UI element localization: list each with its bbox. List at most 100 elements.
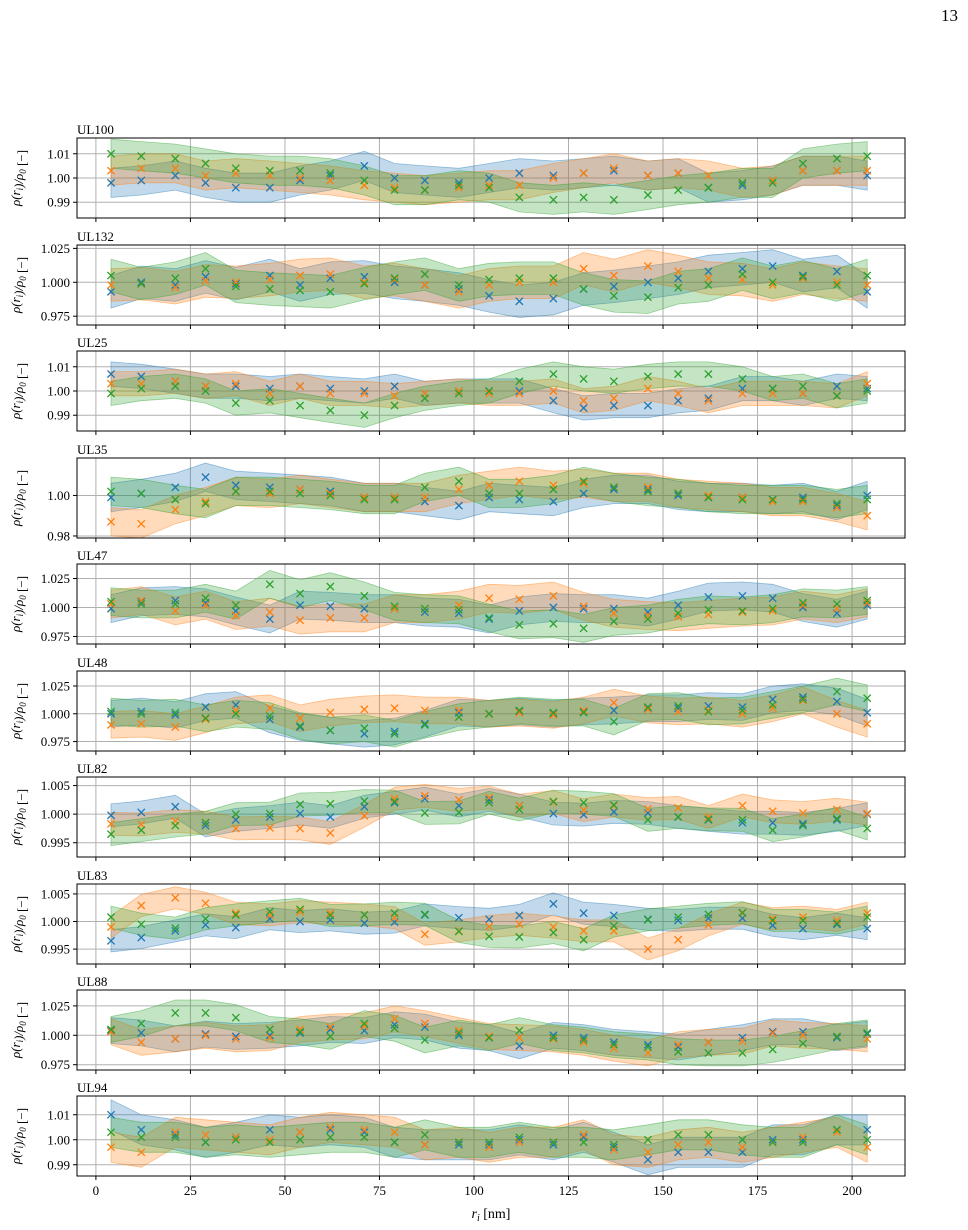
data-point	[390, 495, 399, 504]
data-point	[738, 606, 747, 616]
data-point	[106, 922, 116, 932]
data-point	[515, 932, 524, 942]
data-point	[768, 704, 777, 713]
data-point	[231, 399, 240, 408]
data-point	[231, 282, 240, 291]
band-series-1	[110, 1099, 868, 1176]
data-point	[549, 709, 558, 718]
data-point	[360, 811, 369, 820]
data-point	[579, 477, 588, 486]
data-point	[549, 708, 558, 717]
data-point	[643, 915, 652, 924]
data-point	[798, 916, 807, 925]
data-point	[420, 794, 429, 803]
panel-frame	[76, 457, 906, 539]
data-point	[863, 152, 872, 161]
data-point	[420, 394, 429, 403]
data-point	[704, 815, 713, 824]
data-point	[549, 1138, 558, 1147]
data-point	[609, 485, 618, 494]
data-point	[326, 1133, 335, 1142]
data-point	[579, 374, 588, 383]
data-point	[549, 396, 558, 405]
data-point	[798, 382, 807, 391]
data-point	[265, 275, 274, 284]
data-point	[863, 809, 872, 818]
data-point	[863, 379, 872, 388]
data-point	[798, 389, 807, 398]
data-point	[768, 604, 777, 613]
data-point	[420, 176, 429, 185]
data-point	[609, 911, 618, 920]
panel-title: UL132	[77, 229, 114, 244]
data-point	[326, 799, 335, 808]
panel-title: UL47	[77, 548, 108, 563]
data-point	[549, 485, 558, 494]
data-point	[643, 401, 652, 410]
data-point	[704, 914, 713, 923]
data-point	[265, 183, 274, 192]
data-point	[171, 505, 180, 514]
data-point	[674, 916, 683, 925]
data-point	[265, 809, 274, 818]
data-point	[609, 166, 618, 175]
data-point	[296, 286, 305, 295]
data-point	[420, 1023, 429, 1032]
data-point	[643, 384, 652, 393]
data-point	[265, 1031, 274, 1040]
data-point	[515, 181, 524, 190]
plot-area	[106, 783, 872, 847]
data-point	[485, 291, 494, 300]
data-point	[798, 159, 807, 168]
data-point	[704, 1148, 713, 1157]
data-point	[231, 279, 240, 288]
data-point	[515, 193, 524, 202]
data-point	[798, 924, 807, 933]
band-series-2	[110, 153, 868, 206]
data-point	[420, 706, 429, 715]
data-point	[231, 909, 240, 918]
data-point	[798, 1138, 807, 1147]
data-point	[549, 195, 558, 204]
data-point	[674, 1148, 683, 1157]
data-point	[390, 173, 399, 183]
data-point	[863, 166, 872, 175]
data-point	[171, 710, 180, 719]
data-point	[549, 497, 558, 506]
data-point	[296, 1128, 305, 1137]
data-point	[609, 271, 618, 280]
data-point	[265, 487, 274, 496]
band-series-3	[110, 677, 868, 748]
data-point	[171, 926, 180, 935]
data-point	[485, 795, 494, 804]
data-point	[296, 176, 305, 185]
data-point	[296, 601, 305, 610]
data-point	[579, 624, 588, 633]
data-point	[265, 910, 274, 919]
grid	[77, 777, 905, 857]
data-point	[231, 164, 240, 173]
data-point	[485, 1033, 494, 1042]
data-point	[106, 720, 116, 729]
data-point	[265, 166, 274, 175]
data-point	[390, 186, 399, 195]
data-point	[579, 193, 588, 202]
data-point	[201, 1031, 210, 1040]
data-point	[704, 394, 713, 403]
y-tick-label: 1.025	[41, 998, 70, 1013]
panel-frame	[76, 670, 906, 752]
y-tick-label: 1.005	[41, 778, 70, 793]
data-point	[609, 706, 618, 715]
data-point	[643, 815, 652, 824]
data-point	[704, 1138, 713, 1147]
data-point	[579, 604, 588, 613]
data-point	[326, 708, 335, 717]
data-point	[485, 932, 494, 941]
data-point	[643, 1148, 652, 1157]
data-point	[704, 707, 713, 716]
data-point	[549, 619, 558, 628]
data-point	[609, 800, 618, 810]
data-point	[579, 1035, 588, 1045]
data-point	[106, 913, 116, 922]
data-point	[137, 279, 146, 288]
